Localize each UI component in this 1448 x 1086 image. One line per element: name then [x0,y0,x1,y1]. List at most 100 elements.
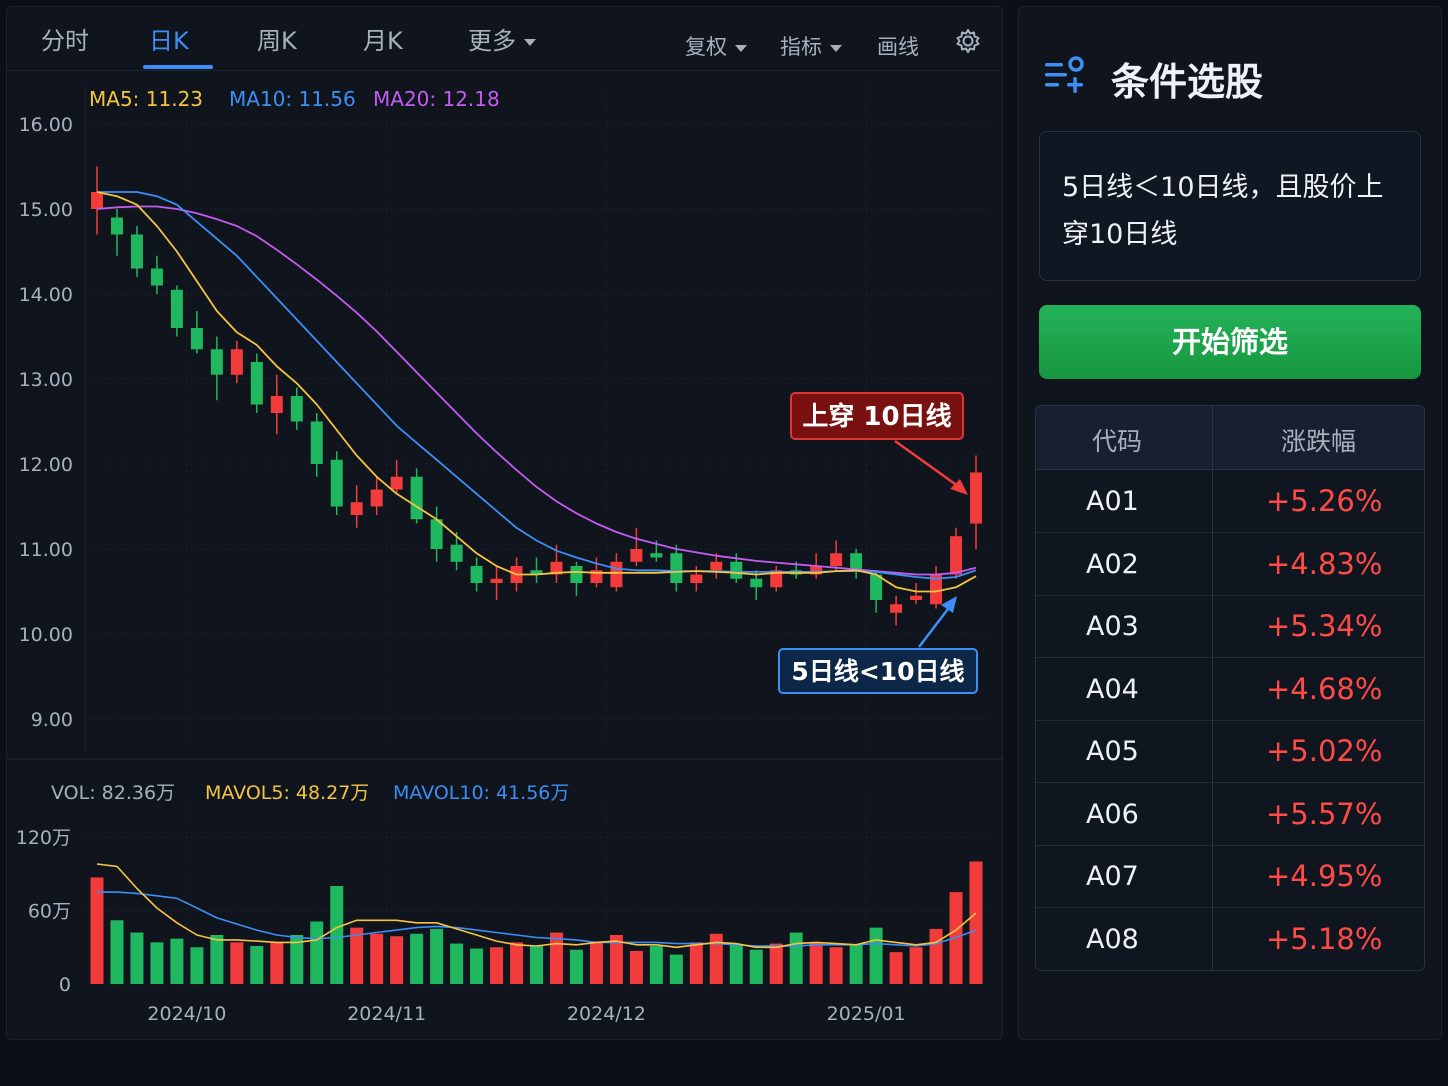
candle-body[interactable] [670,553,683,583]
candle-body[interactable] [390,476,403,490]
volume-bar[interactable] [450,943,464,984]
candle-body[interactable] [91,192,103,209]
volume-bar[interactable] [330,886,344,984]
candle-body[interactable] [410,476,423,520]
tab-month-k[interactable]: 月K [363,27,403,55]
volume-bar[interactable] [150,942,164,984]
volume-bar[interactable] [649,946,663,984]
candle-body[interactable] [250,362,263,405]
volume-bar[interactable] [490,947,504,984]
candle-body[interactable] [430,519,443,549]
table-row[interactable]: A03 +5.34% [1036,595,1424,658]
candle-body[interactable] [230,349,243,375]
candle-body[interactable] [970,472,982,524]
volume-bar[interactable] [410,933,424,984]
kline-chart[interactable]: 16.00 15.00 14.00 13.00 12.00 11.00 10.00 9.00 2… [7,7,1003,1040]
candle-body[interactable] [470,566,483,583]
candle-body[interactable] [690,574,703,584]
candle-body[interactable] [850,553,863,571]
volume-bar[interactable] [290,935,304,984]
candle-body[interactable] [130,234,143,269]
volume-bar[interactable] [749,949,763,984]
volume-bar[interactable] [969,861,983,985]
volume-bar[interactable] [689,942,703,984]
volume-bar[interactable] [669,954,683,984]
volume-bar[interactable] [929,928,943,984]
volume-bar[interactable] [310,921,324,984]
candle-body[interactable] [370,489,383,507]
candle-body[interactable] [350,502,363,515]
candle-body[interactable] [950,536,963,575]
volume-bar[interactable] [849,944,863,984]
volume-bar[interactable] [530,946,543,984]
volume-bar[interactable] [370,933,384,984]
candle-body[interactable] [910,595,923,600]
draw-line-button[interactable]: 画线 [877,35,919,59]
volume-bar[interactable] [629,950,643,984]
table-row[interactable]: A04 +4.68% [1036,658,1424,721]
candle-body[interactable] [110,217,123,235]
volume-bar[interactable] [889,952,903,984]
volume-bar[interactable] [589,942,603,984]
candle-body[interactable] [830,553,843,566]
volume-bar[interactable] [350,927,364,984]
fuquan-dropdown[interactable]: 复权 [685,31,747,61]
candle-body[interactable] [490,578,503,583]
table-row[interactable]: A08 +5.18% [1036,908,1424,970]
volume-bar[interactable] [909,947,923,984]
candle-body[interactable] [570,566,583,583]
volume-bar[interactable] [549,932,563,984]
candle-body[interactable] [610,561,623,588]
volume-bar[interactable] [470,948,484,984]
volume-bar[interactable] [210,935,224,984]
candle-body[interactable] [330,459,343,507]
volume-bar[interactable] [510,942,524,984]
candle-body[interactable] [810,566,823,575]
tab-more[interactable]: 更多 [468,21,536,56]
candle-body[interactable] [870,574,883,601]
table-row[interactable]: A07 +4.95% [1036,845,1424,908]
volume-bar[interactable] [609,935,623,984]
tab-fenshi[interactable]: 分时 [41,27,89,55]
volume-bar[interactable] [829,947,843,984]
candle-body[interactable] [290,396,303,422]
volume-bar[interactable] [789,932,803,984]
candle-body[interactable] [770,570,783,588]
volume-bar[interactable] [430,928,444,984]
candle-body[interactable] [650,553,663,558]
candle-body[interactable] [150,268,163,286]
volume-bar[interactable] [270,942,284,984]
volume-bar[interactable] [230,942,244,984]
volume-bar[interactable] [709,933,723,984]
candle-body[interactable] [890,604,903,613]
candle-body[interactable] [270,396,283,413]
volume-bar[interactable] [250,946,264,984]
candle-body[interactable] [550,561,563,575]
volume-bar[interactable] [110,920,124,984]
candle-body[interactable] [710,561,723,571]
candle-body[interactable] [530,570,543,575]
volume-bar[interactable] [390,936,404,984]
volume-bar[interactable] [729,944,743,984]
candle-body[interactable] [730,561,743,579]
volume-bar[interactable] [809,942,823,984]
start-filter-button[interactable]: 开始筛选 [1039,305,1421,379]
volume-bar[interactable] [90,877,104,984]
table-row[interactable]: A01 +5.26% [1036,470,1424,533]
column-header-change[interactable]: 涨跌幅 [1281,427,1357,456]
tab-day-k[interactable]: 日K [149,27,189,55]
table-row[interactable]: A02 +4.83% [1036,533,1424,596]
candle-body[interactable] [170,289,183,328]
volume-bar[interactable] [869,927,883,984]
volume-bar[interactable] [130,932,144,984]
table-row[interactable]: A06 +5.57% [1036,783,1424,846]
tab-week-k[interactable]: 周K [257,27,297,55]
candle-body[interactable] [450,544,463,562]
volume-bar[interactable] [190,947,204,984]
indicator-dropdown[interactable]: 指标 [780,31,842,61]
condition-box[interactable]: 5日线＜10日线，且股价上穿10日线 [1039,131,1421,281]
volume-bar[interactable] [769,943,783,984]
candle-body[interactable] [930,574,943,605]
candle-body[interactable] [190,328,203,350]
candle-body[interactable] [750,578,763,588]
